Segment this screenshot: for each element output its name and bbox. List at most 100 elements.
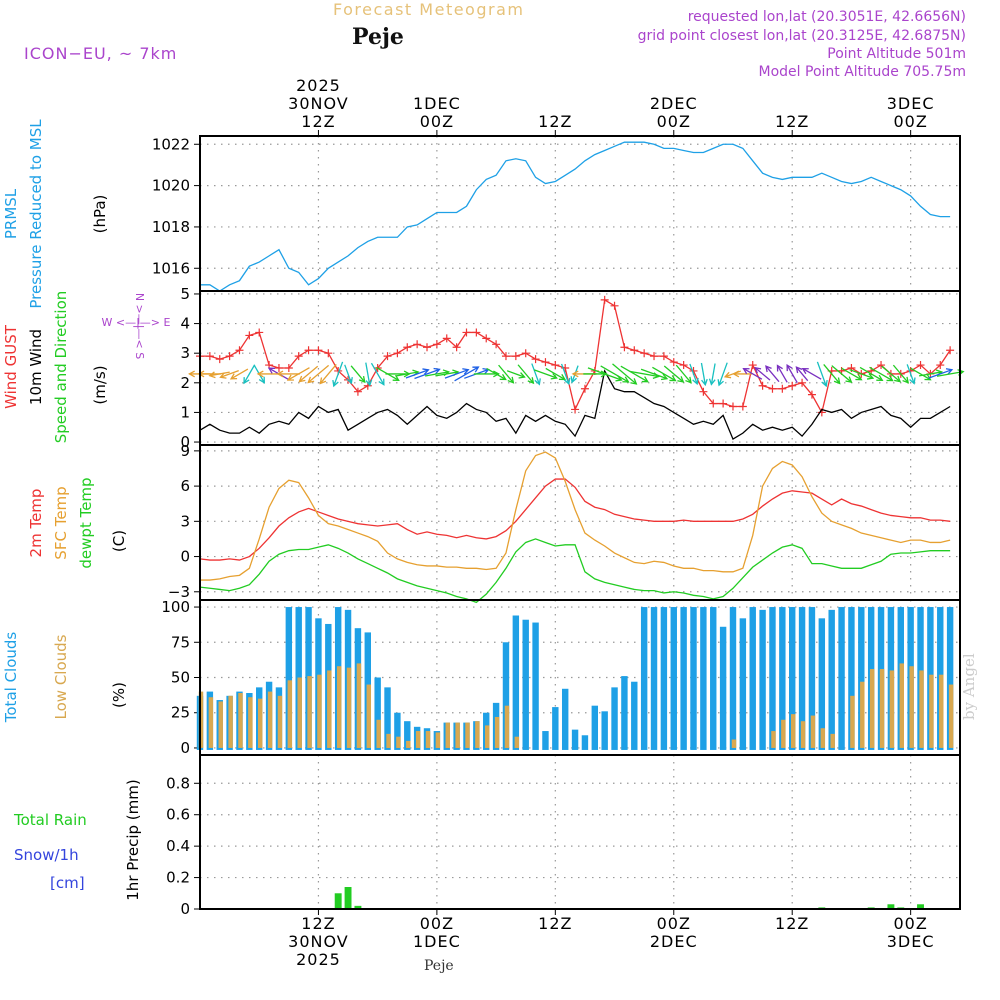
wind-arrow-head xyxy=(821,379,828,388)
wind-arrow-head xyxy=(307,376,315,384)
y-tick-label: 0.2 xyxy=(166,869,190,887)
unit-label: (hPa) xyxy=(91,195,109,234)
top-time-label: 3DEC xyxy=(887,94,935,113)
wind-arrow xyxy=(689,363,698,385)
top-time-label: 00Z xyxy=(420,112,454,131)
wind-arrow-head xyxy=(630,378,638,385)
wind-arrow-head xyxy=(534,378,541,386)
low-cloud-bar xyxy=(455,722,460,748)
y-tick-label: 0 xyxy=(180,739,190,757)
low-cloud-bar xyxy=(850,695,855,748)
gust-marker xyxy=(413,340,422,349)
wind-arrow xyxy=(620,365,649,383)
total-cloud-bar xyxy=(601,711,608,750)
wind-arrow xyxy=(600,365,629,383)
wind-arrow xyxy=(652,366,676,382)
wind-arrow-head xyxy=(392,374,400,382)
wind-arrow xyxy=(370,362,385,385)
wind-arrow xyxy=(918,371,942,377)
low-cloud-bar xyxy=(386,733,391,748)
wind-arrow xyxy=(795,366,809,382)
top-time-label: 1DEC xyxy=(413,94,461,113)
gust-marker xyxy=(580,384,589,393)
low-cloud-bar xyxy=(228,695,233,748)
gust-marker xyxy=(768,384,777,393)
gust-marker xyxy=(798,378,807,387)
panel-label: SFC Temp xyxy=(52,486,70,559)
gust-marker xyxy=(719,399,728,408)
panel-label: Pressure Reduced to MSL xyxy=(27,119,45,309)
gust-marker xyxy=(314,346,323,355)
unit-label: (m/s) xyxy=(91,365,109,404)
wind-arrow-head xyxy=(754,366,762,374)
panel-5: 0 0.2 0.4 0.6 0.8 1hr Precip (mm) Total Rain Sn… xyxy=(13,754,961,918)
total-cloud-bar xyxy=(779,607,786,750)
y-tick-label: 0 xyxy=(180,548,190,566)
wind-arrow-head xyxy=(669,375,677,382)
total-cloud-bar xyxy=(828,609,835,750)
wind-arrow-head xyxy=(801,367,809,375)
gust-marker xyxy=(946,346,955,355)
low-cloud-bar xyxy=(800,721,806,748)
wind-arrow xyxy=(425,371,449,377)
wind-arrow xyxy=(534,369,557,379)
y-tick-label: 0 xyxy=(180,900,190,918)
wind-arrow-head xyxy=(256,370,264,378)
y-tick-label: 9 xyxy=(180,442,190,460)
wind-arrow xyxy=(344,364,352,384)
total-cloud-bar xyxy=(838,607,845,750)
gust-marker xyxy=(462,328,471,337)
wind-arrow-head xyxy=(845,376,853,384)
wind-arrow-head xyxy=(188,370,195,378)
wind-arrow xyxy=(765,365,780,383)
wind-arrow xyxy=(435,371,459,377)
panel-frame xyxy=(199,135,961,292)
wind-arrow xyxy=(587,367,622,381)
wind-arrow-head xyxy=(433,367,441,375)
wind-arrow-head xyxy=(378,378,385,386)
wind-arrow xyxy=(849,369,874,379)
panel-frame xyxy=(199,290,961,446)
panel-2: 0 1 2 3 4 5 Wind GUST 10m Wind Speed and Directi… xyxy=(2,285,965,451)
bottom-time-label: 00Z xyxy=(420,914,454,933)
total-cloud-bar xyxy=(404,721,411,750)
low-cloud-bar xyxy=(208,697,214,748)
wind-arrow xyxy=(928,369,953,379)
y-tick-label: 0.8 xyxy=(166,774,190,792)
y-tick-label: 50 xyxy=(171,669,190,687)
gust-marker xyxy=(472,328,481,337)
wind-arrow xyxy=(906,364,915,384)
gust-marker xyxy=(541,358,550,367)
total-cloud-bar xyxy=(581,735,589,750)
wind-arrow-head xyxy=(692,377,699,386)
footer-location: Peje xyxy=(424,958,454,974)
total-cloud-bar xyxy=(729,607,737,750)
panel-3: −3 0 3 6 9 2m Temp SFC Temp dewpt Temp (C) xyxy=(27,442,961,604)
gust-marker xyxy=(403,343,412,352)
y-tick-label: 1020 xyxy=(152,177,190,195)
low-cloud-bar xyxy=(435,732,441,748)
top-time-label: 2025 xyxy=(296,76,341,95)
gust-marker xyxy=(304,346,313,355)
gust-marker xyxy=(255,328,264,337)
total-cloud-bar xyxy=(858,607,865,750)
gust-marker xyxy=(205,352,214,361)
wind-arrow-head xyxy=(346,377,353,385)
wind-arrow-head xyxy=(563,377,571,386)
total-cloud-bar xyxy=(789,607,796,750)
y-tick-label: 3 xyxy=(180,344,190,362)
rain-bar xyxy=(354,905,362,909)
low-cloud-bar xyxy=(869,669,875,748)
gust-marker xyxy=(353,387,362,396)
wind-arrow-head xyxy=(558,373,567,381)
wind-arrow xyxy=(786,364,798,384)
legend-label: Snow/1h xyxy=(14,846,79,864)
wind-arrow xyxy=(333,361,344,387)
wind-arrow-head xyxy=(622,376,630,383)
low-cloud-bar xyxy=(494,716,500,748)
low-cloud-bar xyxy=(396,736,401,748)
low-cloud-bar xyxy=(485,725,490,748)
wind-arrow-head xyxy=(776,364,783,372)
model-altitude: Model Point Altitude 705.75m xyxy=(758,64,966,80)
